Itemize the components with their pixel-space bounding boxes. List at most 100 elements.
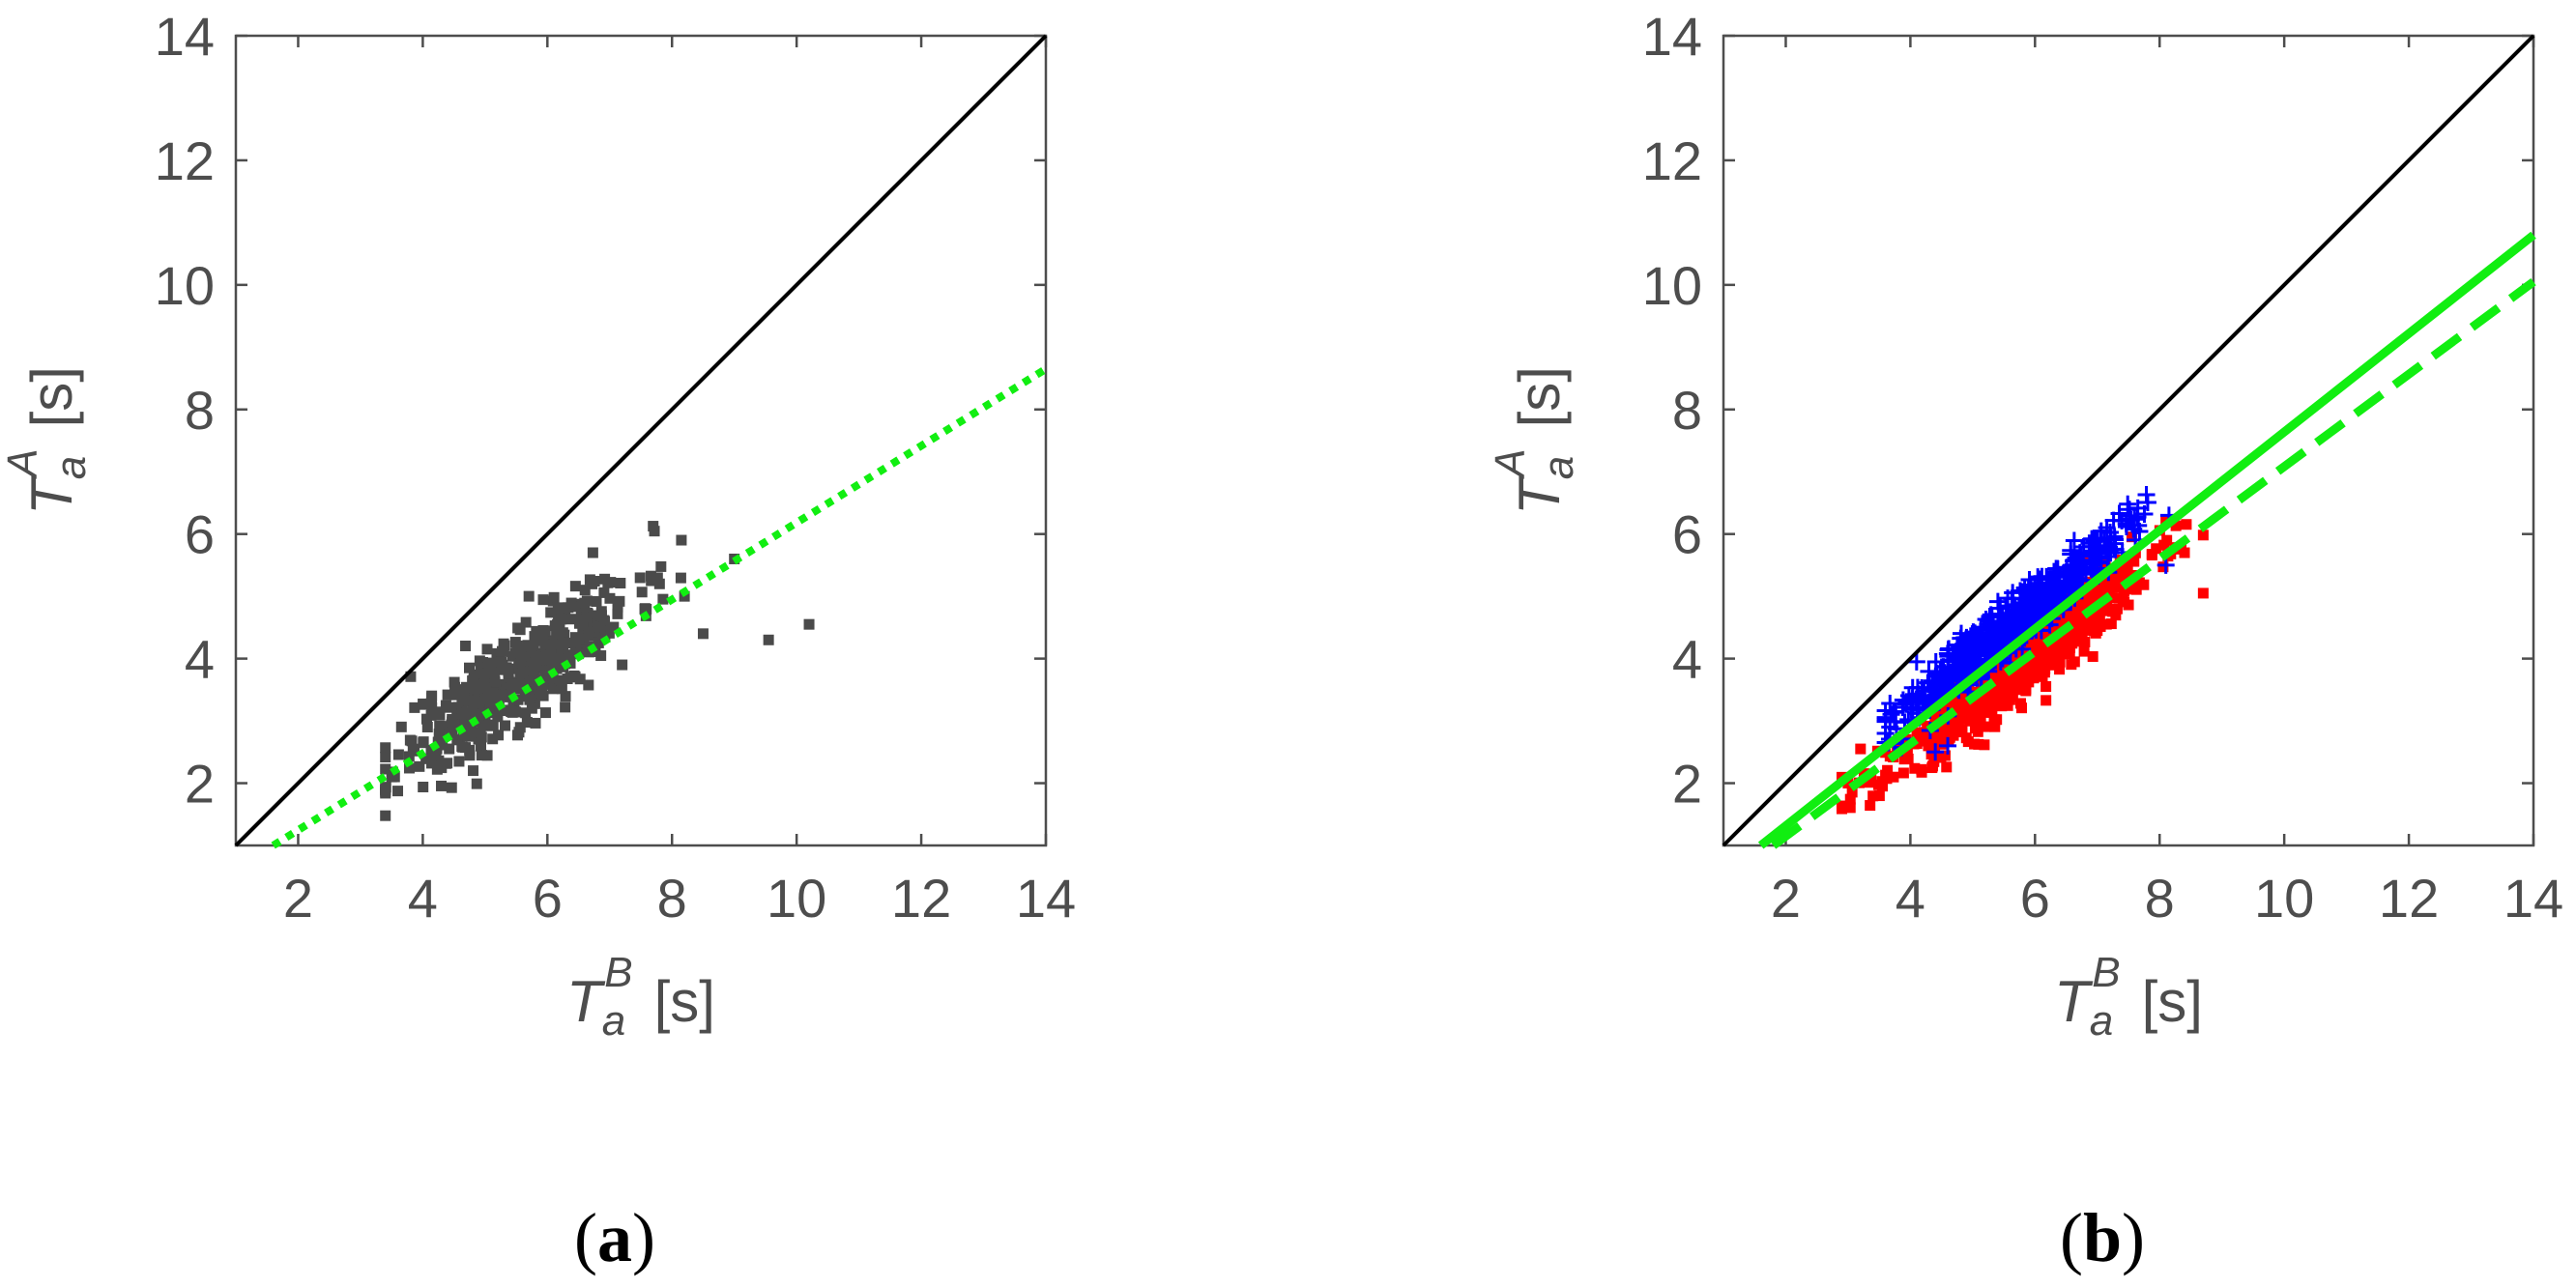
scatter-point — [2092, 625, 2103, 637]
scatter-point — [1950, 695, 1961, 706]
scatter-point — [1953, 718, 1964, 730]
scatter-point — [2158, 539, 2170, 551]
scatter-point — [570, 644, 582, 656]
scatter-point — [1948, 636, 1966, 654]
scatter-point — [539, 707, 551, 719]
x-axis-label: TaB [s] — [566, 949, 715, 1045]
y-axis-label: TaA[s] — [1487, 366, 1582, 515]
scatter-point — [2055, 620, 2067, 632]
tick-marks — [236, 34, 1048, 845]
scatter-point — [449, 676, 460, 688]
scatter-point — [468, 669, 479, 680]
scatter-point — [612, 608, 623, 619]
scatter-point — [675, 572, 686, 584]
scatter-point — [425, 698, 437, 709]
scatter-point — [579, 597, 591, 609]
scatter-point — [492, 711, 504, 723]
scatter-point — [2062, 545, 2080, 563]
scatter-point — [1989, 721, 2001, 732]
scatter-point — [491, 703, 503, 715]
scatter-point — [564, 637, 576, 648]
scatter-point — [1975, 715, 1986, 727]
scatter-point — [1992, 663, 2004, 674]
scatter-point — [2181, 519, 2192, 530]
scatter-point — [431, 763, 443, 775]
y-tick-label: 10 — [155, 255, 215, 316]
scatter-point — [427, 750, 439, 761]
scatter-point — [1865, 800, 1876, 812]
scatter-point — [1991, 714, 2003, 726]
scatter-point — [514, 624, 526, 636]
scatter-point — [2103, 586, 2115, 597]
scatter-point — [1949, 725, 1960, 736]
scatter-point — [614, 595, 625, 607]
scatter-point — [2013, 666, 2025, 677]
scatter-point — [418, 782, 429, 793]
scatter-point — [1855, 743, 1867, 755]
scatter-point — [2151, 543, 2162, 555]
scatter-point — [432, 736, 444, 748]
scatter-point — [523, 590, 535, 602]
scatter-point — [496, 645, 507, 657]
scatter-point — [584, 574, 595, 586]
scatter-point — [496, 656, 507, 668]
scatter-point — [763, 634, 774, 645]
scatter-point — [409, 743, 420, 755]
scatter-point — [545, 648, 557, 660]
scatter-point — [2070, 622, 2082, 634]
x-tick-label: 10 — [2254, 868, 2314, 929]
scatter-point — [2077, 620, 2089, 632]
scatter-point — [475, 662, 486, 673]
scatter-point — [587, 547, 598, 558]
scatter-point — [529, 631, 540, 643]
fit-line-dashed — [1770, 278, 2536, 849]
scatter-point — [2055, 642, 2067, 653]
scatter-point — [420, 713, 432, 725]
scatter-point — [2012, 651, 2024, 663]
x-tick-label: 4 — [1896, 868, 1925, 929]
y-axis-label: TaA[s] — [0, 366, 95, 515]
scatter-point — [554, 682, 565, 694]
scatter-point — [595, 650, 607, 662]
scatter-point — [528, 675, 539, 687]
scatter-point — [460, 729, 472, 740]
scatter-point — [1903, 689, 1922, 707]
scatter-point — [405, 671, 417, 682]
scatter-point — [380, 763, 391, 775]
scatter-point — [471, 778, 482, 789]
scatter-point — [537, 635, 549, 646]
scatter-point — [2096, 536, 2114, 555]
scatter-point — [537, 678, 549, 690]
scatter-point — [1986, 706, 1998, 718]
x-tick-labels: 2 4 6 8 10 12 14 — [283, 868, 1076, 929]
scatter-point — [581, 612, 593, 623]
scatter-point — [2041, 650, 2052, 662]
scatter-point — [2042, 659, 2054, 671]
scatter-point — [2041, 695, 2052, 706]
scatter-point — [1897, 767, 1909, 779]
scatter-point — [481, 750, 493, 761]
scatter-point — [591, 595, 602, 607]
scatter-point — [1996, 683, 2008, 695]
scatter-point — [1970, 640, 1988, 658]
scatter-point — [1925, 749, 1937, 760]
scatter-point — [1907, 652, 1925, 671]
plot-area-frame — [234, 34, 1048, 847]
scatter-point — [2065, 642, 2076, 653]
scatter-point — [1927, 686, 1946, 704]
scatter-point — [380, 752, 391, 763]
y-tick-label: 2 — [1672, 754, 1702, 815]
x-tick-label: 14 — [2504, 868, 2563, 929]
scatter-point — [2007, 675, 2018, 687]
identity-line — [1722, 34, 2535, 847]
y-tick-label: 8 — [185, 380, 215, 441]
scatter-point — [1898, 754, 1910, 765]
scatter-point — [494, 690, 506, 701]
scatter-point — [380, 742, 391, 754]
scatter-point — [447, 719, 458, 730]
scatter-point — [459, 720, 471, 731]
scatter-point — [1916, 766, 1927, 778]
scatter-point — [2078, 645, 2090, 657]
scatter-point — [1867, 790, 1879, 802]
